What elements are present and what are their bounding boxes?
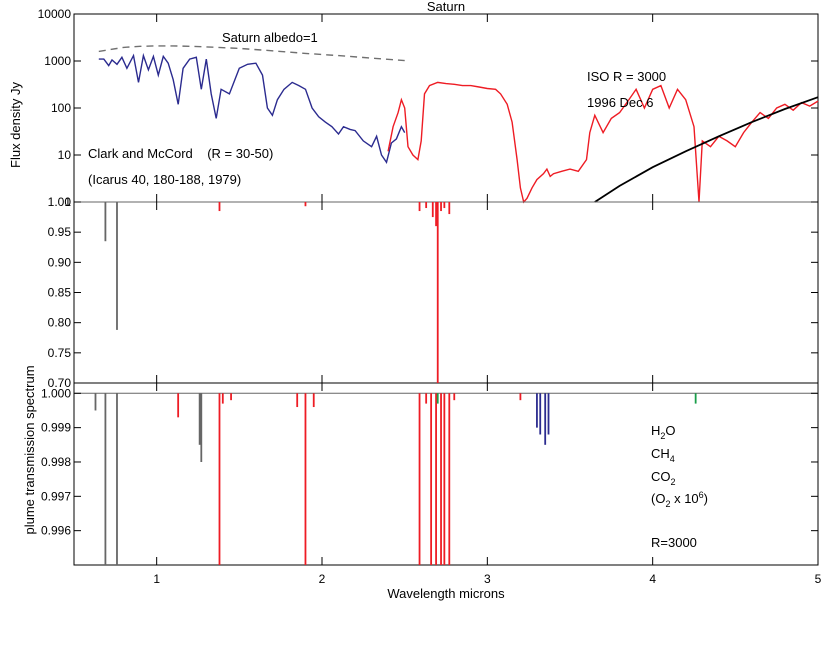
bottom-y-axis-title: plume transmission spectrum: [22, 365, 37, 534]
top-y-tick-label: 100: [51, 101, 71, 115]
chart-title: Saturn: [427, 0, 465, 14]
bottom-y-tick-label: 0.999: [41, 421, 71, 435]
bottom-y-tick-label: 0.996: [41, 524, 71, 538]
iso-annotation-line1: ISO R = 3000: [587, 69, 666, 84]
iso-series-line: [387, 81, 819, 204]
top-y-tick-label: 1: [64, 195, 71, 209]
middle-y-tick-label: 0.90: [48, 255, 72, 269]
data-series: [74, 45, 819, 565]
middle-y-tick-label: 1.00: [48, 195, 72, 209]
bottom-y-tick-label: 0.998: [41, 455, 71, 469]
top-y-tick-label: 10: [58, 148, 72, 162]
x-tick-label: 2: [319, 572, 326, 586]
bottom-panel-frame: [73, 382, 819, 566]
middle-panel-frame: [73, 201, 819, 384]
model-series-line: [594, 96, 819, 203]
legend-co2: CO2: [651, 469, 676, 487]
legend-h2o: H2O: [651, 423, 676, 441]
albedo-annotation: Saturn albedo=1: [222, 30, 318, 45]
bottom-y-tick-label: 1.000: [41, 386, 71, 400]
x-tick-label: 3: [484, 572, 491, 586]
x-tick-label: 4: [649, 572, 656, 586]
middle-y-tick-label: 0.70: [48, 376, 72, 390]
middle-y-tick-label: 0.80: [48, 316, 72, 330]
albedo-series-line: [98, 45, 405, 62]
legend-ch4: CH4: [651, 446, 675, 464]
x-axis-title: Wavelength microns: [387, 586, 505, 601]
x-tick-label: 1: [153, 572, 160, 586]
top-y-tick-label: 1000: [44, 54, 71, 68]
middle-y-tick-label: 0.75: [48, 346, 72, 360]
iso-annotation-line2: 1996 Dec 6: [587, 95, 654, 110]
top-y-tick-label: 10000: [38, 7, 72, 21]
top-y-axis-title: Flux density Jy: [8, 82, 23, 168]
clark-annotation-line2: (Icarus 40, 180-188, 1979): [88, 172, 241, 187]
panel-frames: [73, 13, 819, 566]
bottom-y-tick-label: 0.997: [41, 489, 71, 503]
middle-y-tick-label: 0.85: [48, 286, 72, 300]
clark-series-line: [98, 52, 406, 164]
clark-annotation-line1: Clark and McCord (R = 30-50): [88, 146, 273, 161]
axis-ticks: 1 10 100 1000 10000 1.00 0.95 0.90 0.85 0.80 0.75 0…: [38, 7, 822, 586]
resolution-label: R=3000: [651, 535, 697, 550]
x-tick-label: 5: [815, 572, 822, 586]
middle-y-tick-label: 0.95: [48, 225, 72, 239]
legend-o2: (O2 x 106): [651, 490, 708, 509]
